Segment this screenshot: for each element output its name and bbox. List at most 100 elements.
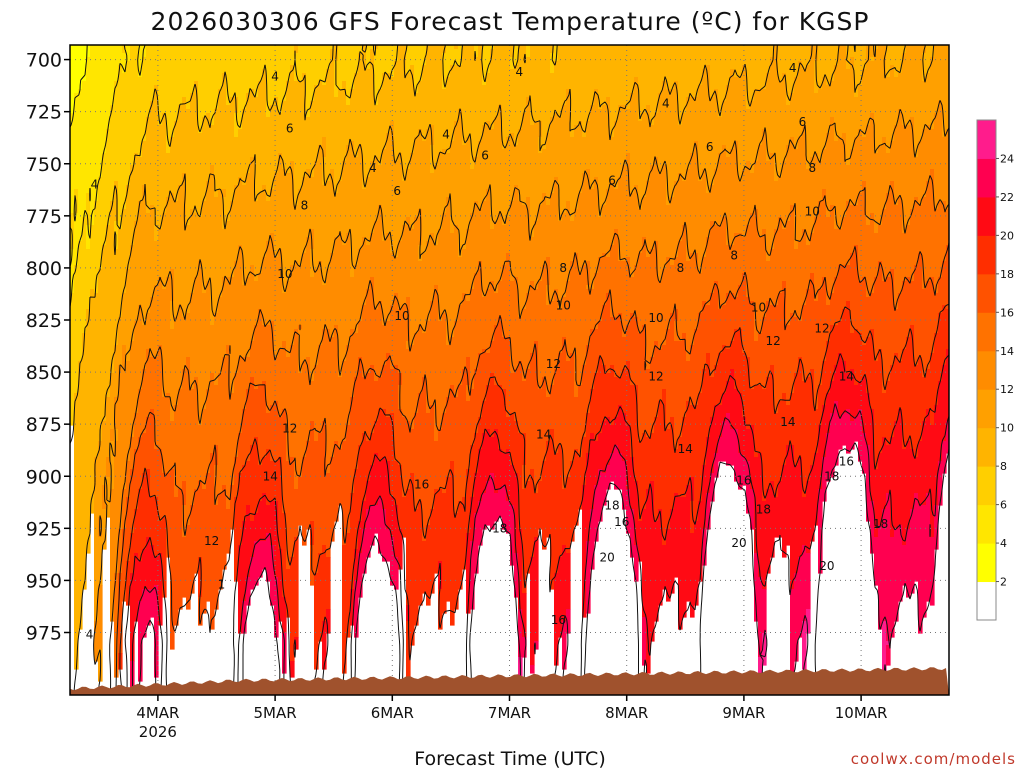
colorbar-swatch [977,389,996,429]
temp-fill-cell [626,109,631,154]
temp-fill-cell [198,557,203,598]
temp-fill-cell [666,89,671,206]
temp-fill-cell [574,449,579,526]
contour-label: 18 [604,498,619,512]
temp-fill-cell [946,349,949,422]
temp-fill-cell [378,205,383,302]
temp-fill-cell [566,281,571,362]
temp-fill-cell [382,241,387,326]
temp-fill-cell [342,441,347,546]
temp-fill-cell [254,281,259,326]
credit-link[interactable]: coolwx.com/models [851,750,1016,768]
temp-fill-cell [766,73,771,162]
temp-fill-cell [222,73,227,190]
temp-fill-cell [122,489,127,530]
temp-fill-cell [914,45,919,158]
temp-fill-cell [118,365,123,530]
temp-fill-cell [198,217,203,262]
temp-fill-cell [350,589,355,626]
temp-fill-cell [254,437,259,514]
temp-fill-cell [518,201,523,318]
temp-fill-cell [930,129,935,170]
temp-fill-cell [182,537,187,598]
temp-fill-cell [134,449,139,510]
temp-fill-cell [354,157,359,266]
temp-fill-cell [498,281,503,318]
contour-label: 6 [608,173,616,187]
temp-fill-cell [726,413,731,466]
temp-fill-cell [406,45,411,74]
temp-fill-cell [130,533,135,574]
temp-fill-cell [758,145,763,238]
temp-fill-cell [826,305,831,342]
temp-fill-cell [546,441,551,538]
temp-fill-cell [242,45,247,110]
temp-fill-cell [662,269,667,346]
temp-fill-cell [778,45,783,82]
temp-fill-cell [690,345,695,406]
temp-fill-cell [638,333,643,442]
temp-fill-cell [134,221,139,322]
temp-fill-cell [370,365,375,434]
temp-fill-cell [750,101,755,174]
temp-fill-cell [198,133,203,218]
temp-fill-cell [422,65,427,142]
temp-fill-cell [262,381,267,458]
temp-fill-cell [606,189,611,258]
temp-fill-cell [222,229,227,278]
temp-fill-cell [426,413,431,526]
temp-fill-cell [654,521,659,622]
temp-fill-cell [790,445,795,590]
temp-fill-cell [746,161,751,226]
temp-fill-cell [706,353,711,438]
colorbar-tick-label: 18 [1000,268,1014,281]
temp-fill-cell [922,289,927,378]
temp-fill-cell [858,333,863,382]
temp-fill-cell [850,149,855,206]
temp-fill-cell [266,45,271,118]
temp-fill-cell [142,369,147,434]
temp-fill-cell [482,85,487,126]
temp-fill-cell [586,453,591,542]
temp-fill-cell [122,53,127,74]
temp-fill-cell [766,161,771,262]
temp-fill-cell [518,129,523,202]
temp-fill-cell [526,45,531,58]
temp-fill-cell [602,473,607,506]
temp-fill-cell [106,397,111,458]
temp-fill-cell [406,217,411,298]
temp-fill-cell [306,169,311,238]
temp-fill-cell [702,301,707,370]
temp-fill-cell [602,205,607,254]
temp-fill-cell [758,333,763,386]
temp-fill-cell [930,353,935,426]
temp-fill-cell [722,421,727,462]
temp-fill-cell [534,493,539,538]
temp-fill-cell [794,573,799,662]
temp-fill-cell [410,65,415,154]
temp-fill-cell [822,405,827,458]
temp-fill-cell [718,225,723,310]
temp-fill-cell [366,69,371,178]
temp-fill-cell [98,517,103,538]
temp-fill-cell [610,245,615,318]
temp-fill-cell [758,89,763,146]
temp-fill-cell [638,521,643,562]
temp-fill-cell [458,109,463,258]
temp-fill-cell [126,561,131,606]
temp-fill-cell [362,189,367,238]
temp-fill-cell [606,257,611,294]
temp-fill-cell [218,373,223,494]
temp-fill-cell [706,437,711,494]
temp-fill-cell [862,181,867,278]
contour-20 [124,352,949,695]
temp-fill-cell [562,337,567,490]
temp-fill-cell [910,281,915,326]
temp-fill-cell [82,81,87,218]
temp-fill-cell [282,45,287,102]
temp-fill-cell [614,417,619,446]
temp-fill-cell [882,209,887,282]
temp-fill-cell [794,149,799,250]
temp-fill-cell [806,45,811,66]
temp-fill-cell [678,437,683,498]
